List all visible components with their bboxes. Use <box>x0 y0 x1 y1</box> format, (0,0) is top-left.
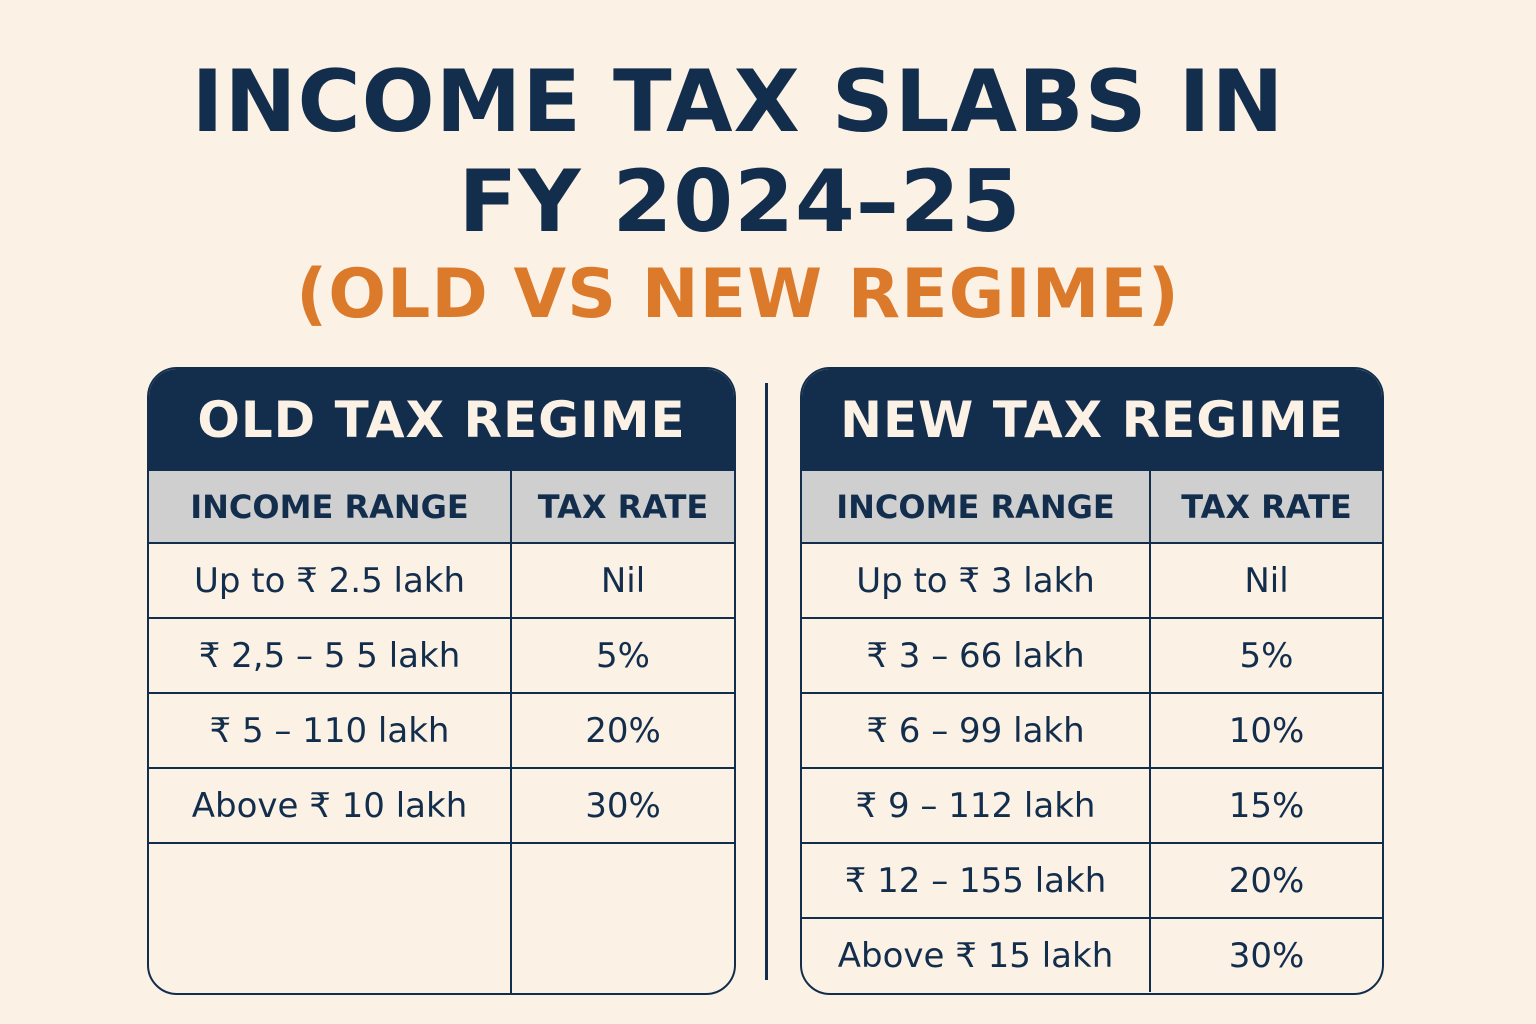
table-row: Above ₹ 10 lakh 30% <box>149 767 734 844</box>
column-header-income-range: INCOME RANGE <box>149 471 512 544</box>
table-row: ₹ 5 – 110 lakh 20% <box>149 692 734 769</box>
column-header-tax-rate: TAX RATE <box>1149 471 1382 544</box>
new-regime-card: NEW TAX REGIME INCOME RANGE TAX RATE Up … <box>800 367 1384 995</box>
empty-cell <box>510 842 734 993</box>
tax-rate-cell: 10% <box>1149 692 1382 769</box>
tax-rate-cell: 30% <box>510 767 734 844</box>
tax-rate-cell: Nil <box>510 542 734 619</box>
tax-rate-cell: 5% <box>1149 617 1382 694</box>
table-row: ₹ 2,5 – 5 5 lakh 5% <box>149 617 734 694</box>
table-header-row: INCOME RANGE TAX RATE <box>149 471 734 544</box>
table-row: ₹ 6 – 99 lakh 10% <box>802 692 1382 769</box>
page-subtitle: (OLD VS NEW REGIME) <box>296 255 1180 334</box>
income-range-cell: ₹ 2,5 – 5 5 lakh <box>149 617 512 694</box>
new-regime-heading: NEW TAX REGIME <box>802 369 1382 471</box>
old-regime-table: INCOME RANGE TAX RATE Up to ₹ 2.5 lakh N… <box>149 471 734 993</box>
tax-rate-cell: 30% <box>1149 917 1382 992</box>
table-header-row: INCOME RANGE TAX RATE <box>802 471 1382 544</box>
tax-rate-cell: 20% <box>1149 842 1382 919</box>
page-title-line-1: INCOME TAX SLABS IN <box>191 52 1285 152</box>
column-header-tax-rate: TAX RATE <box>510 471 734 544</box>
income-range-cell: Up to ₹ 2.5 lakh <box>149 542 512 619</box>
empty-cell <box>149 842 512 993</box>
table-row: Up to ₹ 2.5 lakh Nil <box>149 542 734 619</box>
income-range-cell: ₹ 3 – 66 lakh <box>802 617 1151 694</box>
tax-rate-cell: 5% <box>510 617 734 694</box>
page-title-line-2: FY 2024–25 <box>458 152 1022 252</box>
tax-rate-cell: 20% <box>510 692 734 769</box>
new-regime-table: INCOME RANGE TAX RATE Up to ₹ 3 lakh Nil… <box>802 471 1382 992</box>
income-range-cell: ₹ 5 – 110 lakh <box>149 692 512 769</box>
column-header-income-range: INCOME RANGE <box>802 471 1151 544</box>
tax-rate-cell: Nil <box>1149 542 1382 619</box>
income-range-cell: Up to ₹ 3 lakh <box>802 542 1151 619</box>
income-range-cell: ₹ 9 – 112 lakh <box>802 767 1151 844</box>
table-row: Above ₹ 15 lakh 30% <box>802 917 1382 992</box>
table-row: ₹ 3 – 66 lakh 5% <box>802 617 1382 694</box>
empty-table-row <box>149 842 734 993</box>
table-row: Up to ₹ 3 lakh Nil <box>802 542 1382 619</box>
tax-rate-cell: 15% <box>1149 767 1382 844</box>
table-row: ₹ 9 – 112 lakh 15% <box>802 767 1382 844</box>
center-divider <box>765 383 768 980</box>
table-row: ₹ 12 – 155 lakh 20% <box>802 842 1382 919</box>
income-range-cell: ₹ 12 – 155 lakh <box>802 842 1151 919</box>
income-range-cell: ₹ 6 – 99 lakh <box>802 692 1151 769</box>
old-regime-card: OLD TAX REGIME INCOME RANGE TAX RATE Up … <box>147 367 736 995</box>
income-range-cell: Above ₹ 10 lakh <box>149 767 512 844</box>
income-range-cell: Above ₹ 15 lakh <box>802 917 1151 992</box>
old-regime-heading: OLD TAX REGIME <box>149 369 734 471</box>
